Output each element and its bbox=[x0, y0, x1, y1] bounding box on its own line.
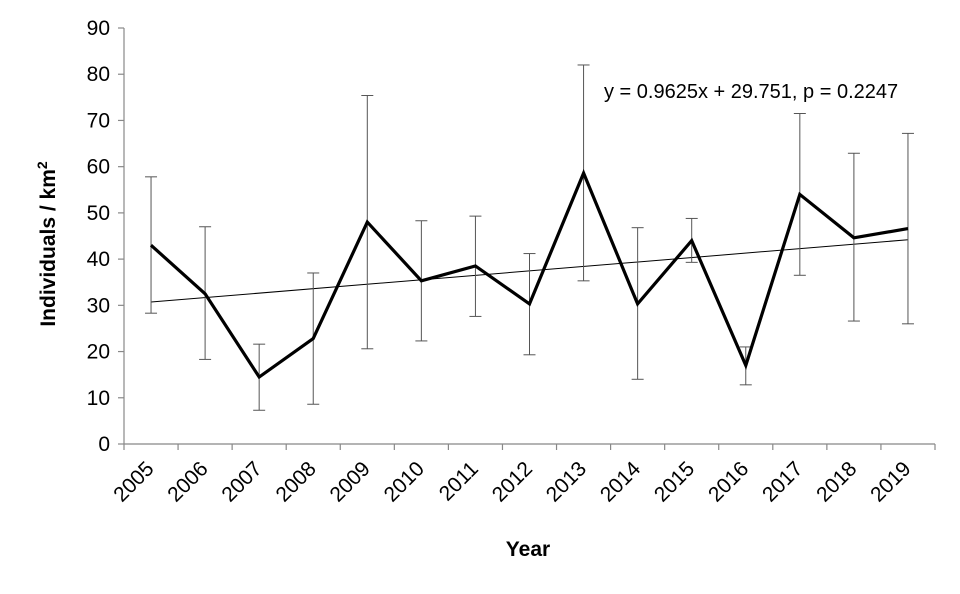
x-tick-label: 2019 bbox=[866, 457, 915, 506]
x-tick-label: 2008 bbox=[271, 457, 320, 506]
y-tick-label: 0 bbox=[98, 433, 110, 456]
x-tick-label: 2007 bbox=[217, 457, 266, 506]
y-tick-label: 80 bbox=[87, 63, 110, 86]
x-tick-label: 2018 bbox=[812, 457, 861, 506]
y-tick-label: 10 bbox=[87, 387, 110, 410]
x-tick-label: 2016 bbox=[704, 457, 753, 506]
y-tick-label: 50 bbox=[87, 202, 110, 225]
y-tick-label: 20 bbox=[87, 341, 110, 364]
y-tick-label: 90 bbox=[87, 17, 110, 40]
y-tick-label: 40 bbox=[87, 248, 110, 271]
x-tick-label: 2011 bbox=[435, 457, 483, 505]
x-tick-label: 2015 bbox=[650, 457, 699, 506]
x-tick-label: 2017 bbox=[758, 457, 807, 506]
y-axis-title: Individuals / km2 bbox=[34, 161, 60, 327]
x-tick-label: 2013 bbox=[542, 457, 591, 506]
y-tick-label: 70 bbox=[87, 109, 110, 132]
error-bars bbox=[145, 64, 914, 411]
x-tick-label: 2014 bbox=[596, 457, 646, 507]
x-tick-label: 2009 bbox=[326, 457, 375, 506]
y-tick-label: 60 bbox=[87, 156, 110, 179]
series-line bbox=[149, 168, 909, 380]
x-axis-title: Year bbox=[506, 538, 550, 561]
x-tick-label: 2006 bbox=[163, 457, 212, 506]
x-axis: 2005 2006 2007 2008 2009 2010 2011 2012 2013 2014… bbox=[109, 443, 936, 507]
regression-annotation: y = 0.9625x + 29.751, p = 0.2247 bbox=[604, 81, 898, 103]
x-tick-label: 2005 bbox=[109, 457, 158, 506]
y-axis-title-main: Individuals / km bbox=[37, 169, 60, 327]
x-tick-label: 2010 bbox=[380, 457, 429, 506]
y-axis-title-superscript: 2 bbox=[34, 161, 50, 169]
x-tick-label: 2012 bbox=[488, 457, 537, 506]
y-tick-label: 30 bbox=[87, 294, 110, 317]
data-series bbox=[149, 168, 909, 380]
y-axis: 0 10 20 30 40 50 60 70 80 90 bbox=[87, 17, 125, 456]
